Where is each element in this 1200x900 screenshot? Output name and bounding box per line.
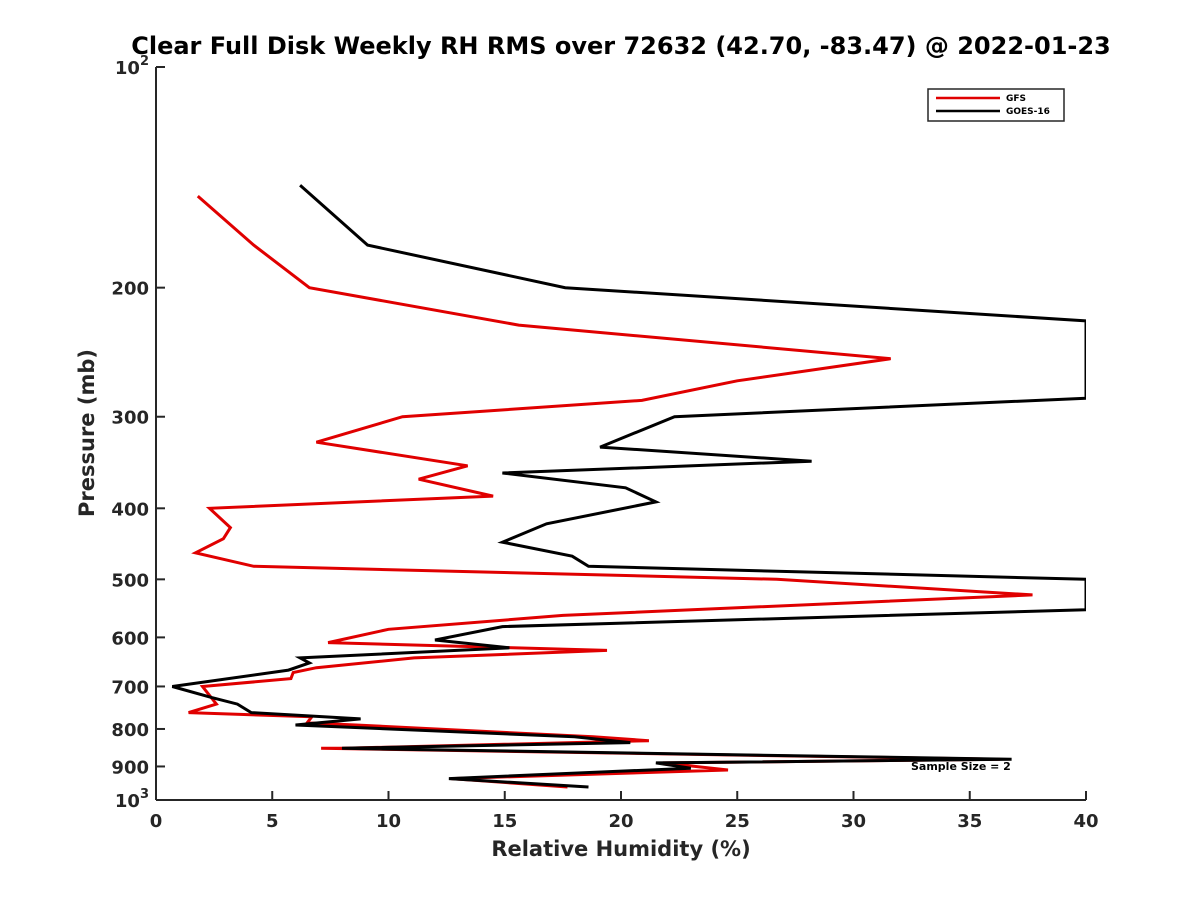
y-tick-label: 800 (111, 720, 149, 741)
series-layer (171, 184, 1086, 789)
sample-size-annotation: Sample Size = 2 (911, 760, 1011, 773)
y-axis-label: Pressure (mb) (75, 349, 99, 517)
legend-label: GOES-16 (1006, 107, 1050, 117)
legend-box (927, 88, 1065, 122)
x-tick-label: 10 (376, 811, 401, 832)
x-tick-label: 25 (725, 811, 750, 832)
x-tick-label: 20 (608, 811, 633, 832)
legend-label: GFS (1006, 94, 1026, 104)
x-tick-label: 40 (1073, 811, 1098, 832)
y-tick-label: 900 (111, 757, 149, 778)
y-tick-label: 103 (115, 787, 149, 812)
y-tick-label: 300 (111, 408, 149, 429)
y-tick-label: 600 (111, 628, 149, 649)
y-tick-label: 500 (111, 570, 149, 591)
axes-layer: 0 5 10 15 20 25 30 35 40 102 200 300 400 500 600 700 800… (111, 54, 1098, 832)
x-tick-label: 35 (957, 811, 982, 832)
x-tick-label: 15 (492, 811, 517, 832)
y-tick-label: 102 (115, 54, 149, 79)
chart-title: Clear Full Disk Weekly RH RMS over 72632… (131, 32, 1111, 60)
series-line-goes-16 (171, 184, 1086, 789)
x-tick-label: 30 (841, 811, 866, 832)
x-tick-label: 5 (266, 811, 279, 832)
x-axis-label: Relative Humidity (%) (491, 837, 750, 861)
x-tick-label: 0 (150, 811, 163, 832)
y-tick-label: 400 (111, 499, 149, 520)
legend: GFS GOES-16 (927, 88, 1065, 122)
y-tick-label: 700 (111, 677, 149, 698)
y-tick-label: 200 (111, 279, 149, 300)
